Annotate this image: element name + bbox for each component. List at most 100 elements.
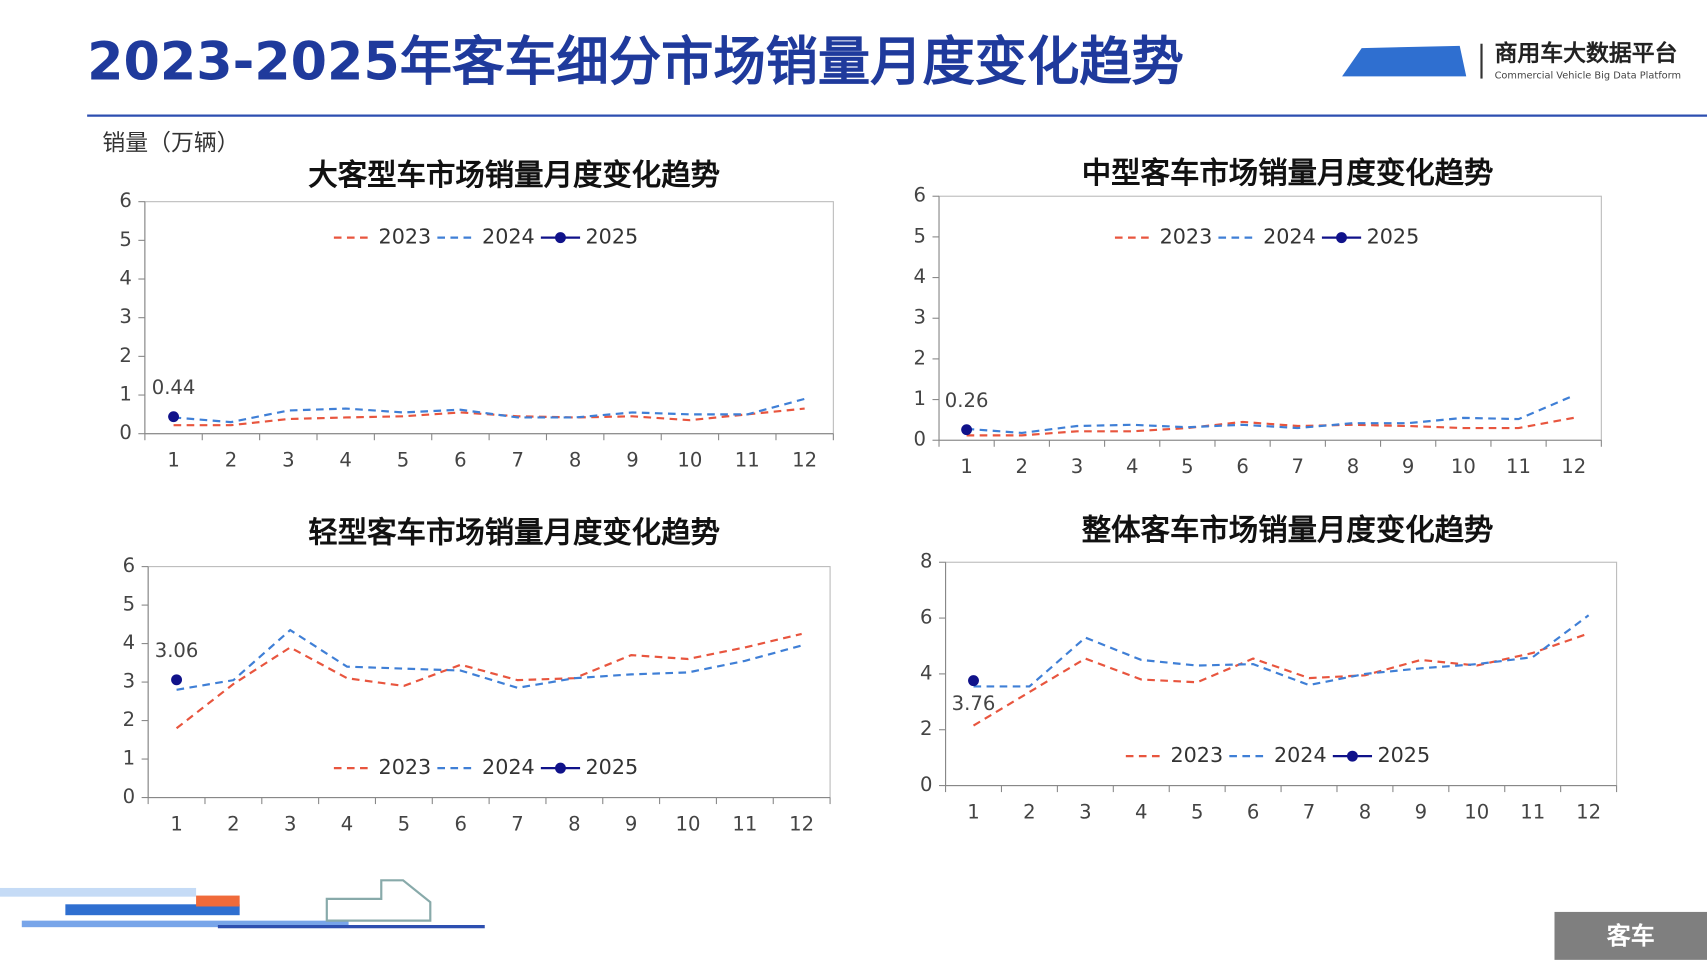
data-label: 0.44 xyxy=(152,376,196,399)
brand-en: Commercial Vehicle Big Data Platform xyxy=(1495,70,1681,81)
y-tick-label: 6 xyxy=(913,184,925,207)
x-tick-label: 6 xyxy=(454,448,466,471)
y-tick-label: 3 xyxy=(913,306,925,329)
x-tick-label: 2 xyxy=(1016,455,1028,478)
y-tick-label: 2 xyxy=(920,717,932,740)
y-tick-label: 2 xyxy=(119,344,131,367)
x-tick-label: 9 xyxy=(1415,800,1427,823)
y-tick-label: 1 xyxy=(119,383,131,406)
chart-title: 大客型车市场销量月度变化趋势 xyxy=(308,158,720,192)
x-tick-label: 12 xyxy=(1561,455,1586,478)
legend-marker xyxy=(555,232,566,244)
x-tick-label: 2 xyxy=(225,448,237,471)
legend-marker xyxy=(1346,750,1358,762)
stripe xyxy=(0,887,197,897)
x-tick-label: 4 xyxy=(341,812,353,835)
legend-label: 2024 xyxy=(1274,743,1327,767)
legend-label: 2024 xyxy=(482,225,535,249)
x-tick-label: 10 xyxy=(676,812,701,835)
brand: 商用车大数据平台 xyxy=(1495,40,1678,67)
x-tick-label: 3 xyxy=(1071,455,1083,478)
series-line xyxy=(173,397,805,424)
x-tick-label: 5 xyxy=(397,448,409,471)
legend-label: 2025 xyxy=(1367,225,1420,249)
x-tick-label: 1 xyxy=(967,800,979,823)
series-line xyxy=(966,416,1574,437)
x-tick-label: 5 xyxy=(1181,455,1193,478)
truck xyxy=(325,879,432,922)
point xyxy=(968,675,979,687)
series-line xyxy=(176,628,802,691)
y-tick-label: 3 xyxy=(119,305,131,328)
x-tick-label: 11 xyxy=(1520,800,1545,823)
x-tick-label: 8 xyxy=(1347,455,1359,478)
footer-tag-bg xyxy=(1554,911,1707,960)
x-tick-label: 3 xyxy=(282,448,294,471)
legend-marker xyxy=(1336,232,1347,244)
x-tick-label: 8 xyxy=(568,812,580,835)
logo xyxy=(1342,43,1483,79)
x-tick-label: 4 xyxy=(1135,800,1147,823)
data-label: 3.06 xyxy=(155,639,199,662)
x-tick-label: 10 xyxy=(677,448,702,471)
point xyxy=(961,424,973,436)
y-tick-label: 4 xyxy=(920,661,932,684)
y-tick-label: 5 xyxy=(123,593,135,616)
stripe xyxy=(65,904,240,916)
x-tick-label: 6 xyxy=(1236,455,1248,478)
series-line xyxy=(175,632,802,730)
stripe xyxy=(21,920,349,928)
series-line xyxy=(972,632,1589,727)
legend-label: 2025 xyxy=(1377,743,1430,767)
x-tick-label: 10 xyxy=(1451,455,1476,478)
legend-label: 2024 xyxy=(482,755,535,779)
x-tick-label: 7 xyxy=(1303,800,1315,823)
x-tick-label: 12 xyxy=(789,812,814,835)
logo-mark xyxy=(1342,45,1467,77)
y-tick-label: 0 xyxy=(920,773,932,796)
y-tick-label: 6 xyxy=(119,189,131,212)
data-label: 0.26 xyxy=(945,389,989,412)
chart-title: 中型客车市场销量月度变化趋势 xyxy=(1082,156,1494,190)
legend-label: 2023 xyxy=(379,225,432,249)
x-tick-label: 7 xyxy=(511,812,523,835)
x-tick-label: 9 xyxy=(625,812,637,835)
data-label: 3.76 xyxy=(952,692,996,715)
x-tick-label: 2 xyxy=(227,812,239,835)
x-tick-label: 1 xyxy=(167,448,179,471)
y-tick-label: 5 xyxy=(913,224,925,247)
chart-title: 整体客车市场销量月度变化趋势 xyxy=(1082,513,1494,547)
x-tick-label: 12 xyxy=(792,448,817,471)
x-tick-label: 9 xyxy=(1402,455,1414,478)
x-tick-label: 10 xyxy=(1464,800,1489,823)
x-tick-label: 2 xyxy=(1023,800,1035,823)
legend-label: 2025 xyxy=(586,755,639,779)
x-tick-label: 5 xyxy=(398,812,410,835)
y-tick-label: 2 xyxy=(123,708,135,731)
legend-label: 2023 xyxy=(379,755,432,779)
y-tick-label: 0 xyxy=(123,785,135,808)
x-tick-label: 7 xyxy=(1292,455,1304,478)
x-tick-label: 5 xyxy=(1191,800,1203,823)
y-unit: 销量（万辆） xyxy=(102,130,239,156)
x-tick-label: 3 xyxy=(284,812,296,835)
x-tick-label: 8 xyxy=(569,448,581,471)
y-tick-label: 8 xyxy=(920,550,932,573)
y-tick-label: 4 xyxy=(913,265,925,288)
y-tick-label: 4 xyxy=(123,631,135,654)
y-tick-label: 3 xyxy=(123,670,135,693)
y-tick-label: 0 xyxy=(119,421,131,444)
x-tick-label: 11 xyxy=(735,448,760,471)
footer-tag: 客车 xyxy=(1607,922,1655,950)
x-tick-label: 4 xyxy=(1126,455,1138,478)
y-tick-label: 1 xyxy=(913,387,925,410)
series-line xyxy=(173,407,805,427)
x-tick-label: 9 xyxy=(626,448,638,471)
chart-title: 轻型客车市场销量月度变化趋势 xyxy=(308,515,720,549)
x-tick-label: 6 xyxy=(454,812,466,835)
